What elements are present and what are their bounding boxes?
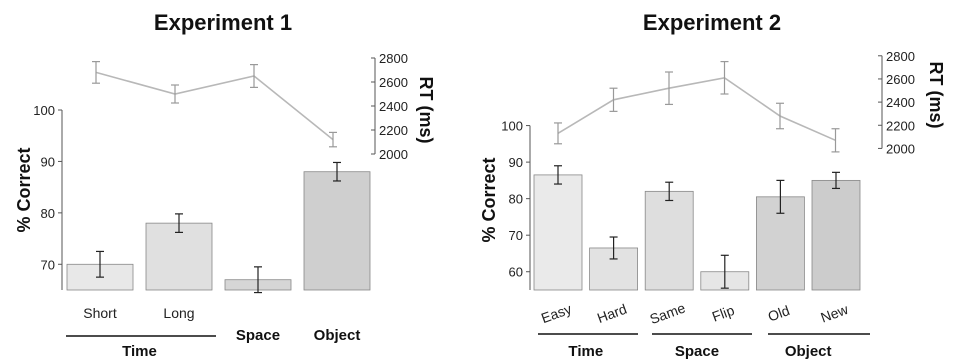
group-label: Object xyxy=(785,343,832,360)
group-label: Space xyxy=(236,327,280,344)
y-tick-label: 90 xyxy=(41,154,55,169)
category-label: Short xyxy=(83,305,117,321)
category-label: Old xyxy=(766,302,792,324)
y-tick-label: 60 xyxy=(509,265,523,280)
y2-tick-label: 2000 xyxy=(886,141,915,156)
chart-title: Experiment 1 xyxy=(154,10,292,35)
experiment-2-panel: Experiment 2 60 70 80 90 100 % Correct 2000 2200… xyxy=(479,10,946,360)
y2-axis-label: RT (ms) xyxy=(416,77,436,144)
chart-title: Experiment 2 xyxy=(643,10,781,35)
y-tick-label: 100 xyxy=(501,119,523,134)
y2-tick-label: 2200 xyxy=(379,123,408,138)
bar xyxy=(811,179,861,291)
group-label: Time xyxy=(568,343,603,360)
category-label: Easy xyxy=(539,300,574,326)
group-label: Object xyxy=(314,327,361,344)
y2-tick-label: 2600 xyxy=(379,75,408,90)
y-tick-label: 80 xyxy=(509,192,523,207)
group-label: Space xyxy=(675,343,719,360)
rt-series-line xyxy=(95,71,334,141)
y-tick-label: 80 xyxy=(41,206,55,221)
category-label: New xyxy=(818,301,851,326)
rt-series-line xyxy=(557,76,836,142)
y2-tick-label: 2400 xyxy=(886,95,915,110)
category-label: Long xyxy=(163,305,194,321)
y-tick-label: 100 xyxy=(33,103,55,118)
bar xyxy=(303,171,371,291)
y-tick-label: 70 xyxy=(41,257,55,272)
y2-tick-label: 2200 xyxy=(886,118,915,133)
y-axis-label: % Correct xyxy=(479,157,499,242)
y-axis-label: % Correct xyxy=(14,147,34,232)
experiment-1-panel: Experiment 1 70 80 90 100 % Correct 2000 2200 24… xyxy=(14,10,436,360)
y2-tick-label: 2400 xyxy=(379,99,408,114)
y2-axis-label: RT (ms) xyxy=(926,62,946,129)
group-label: Time xyxy=(122,343,157,360)
y2-tick-label: 2800 xyxy=(379,51,408,66)
y-tick-label: 70 xyxy=(509,228,523,243)
y-tick-label: 90 xyxy=(509,155,523,170)
category-label: Flip xyxy=(710,302,737,325)
bar xyxy=(145,222,213,291)
y2-tick-label: 2000 xyxy=(379,147,408,162)
category-label: Hard xyxy=(595,301,629,326)
bar xyxy=(644,190,694,291)
bar xyxy=(533,174,583,291)
category-label: Same xyxy=(648,299,688,327)
y2-tick-label: 2600 xyxy=(886,72,915,87)
y2-tick-label: 2800 xyxy=(886,49,915,64)
